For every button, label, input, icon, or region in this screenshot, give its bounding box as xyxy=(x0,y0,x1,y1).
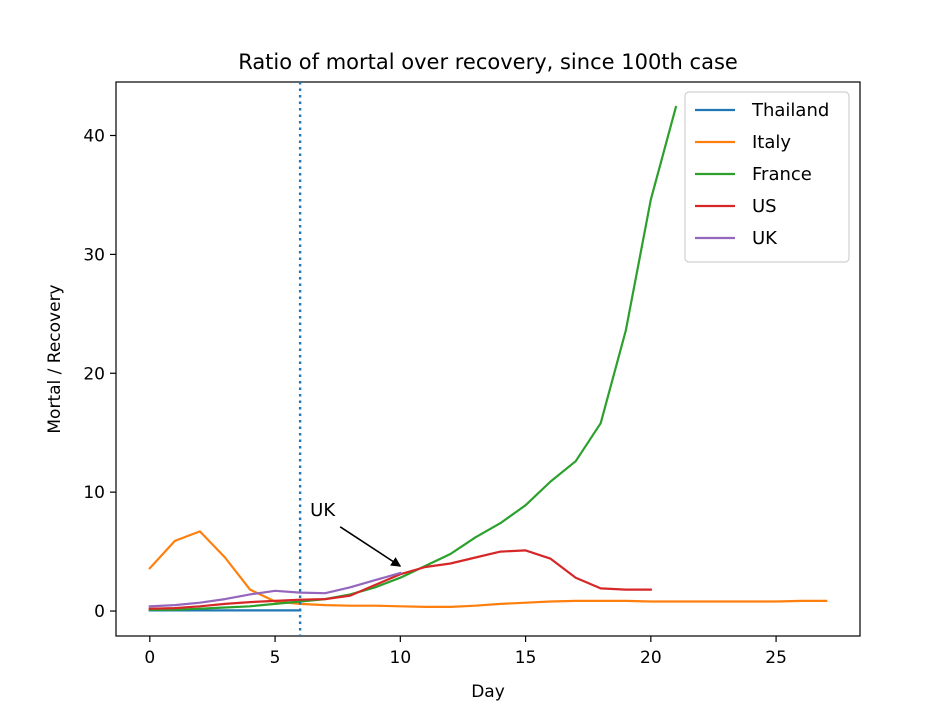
y-axis-ticks: 0 10 20 30 40 xyxy=(83,126,116,622)
legend-label: Thailand xyxy=(751,100,829,121)
y-tick-label: 0 xyxy=(94,602,105,622)
legend-label: France xyxy=(752,164,812,185)
series-lines xyxy=(148,105,828,612)
y-tick-label: 10 xyxy=(83,483,105,503)
legend-label: Italy xyxy=(752,132,791,153)
series-line-france xyxy=(148,105,678,611)
series-line-us xyxy=(148,549,652,610)
series-line-uk xyxy=(148,571,402,608)
legend: Thailand Italy France US UK xyxy=(684,91,850,263)
x-tick-label: 5 xyxy=(270,648,281,668)
x-tick-label: 0 xyxy=(144,648,155,668)
x-tick-label: 10 xyxy=(390,648,412,668)
legend-box xyxy=(684,91,850,263)
x-tick-label: 20 xyxy=(640,648,662,668)
annotation-arrow xyxy=(339,526,402,567)
y-tick-label: 40 xyxy=(83,126,105,146)
legend-label: US xyxy=(752,196,777,217)
x-tick-label: 25 xyxy=(765,648,787,668)
series-line-italy xyxy=(148,530,828,609)
y-axis-label: Mortal / Recovery xyxy=(45,284,65,433)
x-axis-ticks: 0 5 10 15 20 25 xyxy=(144,636,787,668)
annotations: UK xyxy=(310,500,402,567)
annotation-label: UK xyxy=(310,500,336,521)
plot-area-frame xyxy=(115,81,861,637)
y-tick-label: 30 xyxy=(83,245,105,265)
y-tick-label: 20 xyxy=(83,364,105,384)
x-axis-label: Day xyxy=(471,682,505,702)
x-tick-label: 15 xyxy=(515,648,537,668)
chart-title: Ratio of mortal over recovery, since 100… xyxy=(238,50,738,74)
legend-label: UK xyxy=(752,228,778,249)
